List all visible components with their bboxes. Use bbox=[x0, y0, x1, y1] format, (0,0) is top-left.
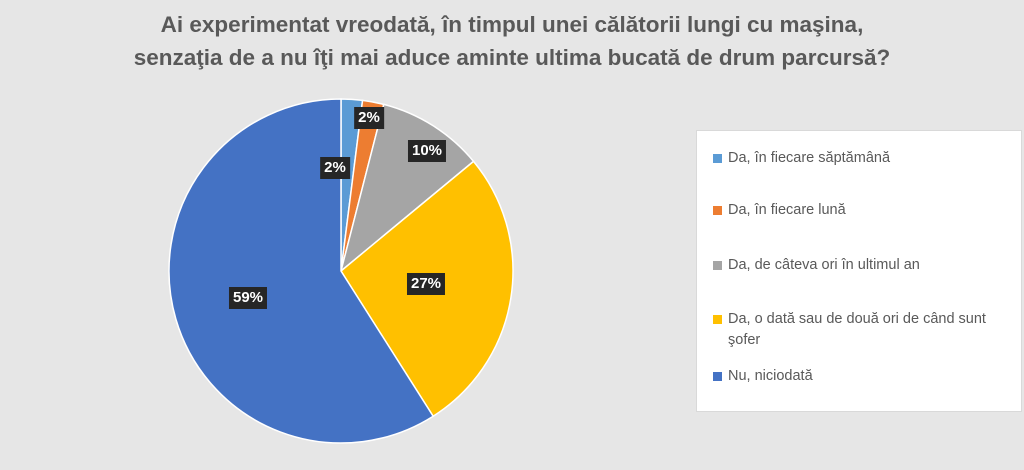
chart-title-line-1: Ai experimentat vreodată, în timpul unei… bbox=[160, 12, 864, 37]
data-label-monthly: 2% bbox=[354, 107, 384, 129]
legend-item-few-times-last-year: Da, de câteva ori în ultimul an bbox=[713, 255, 1013, 276]
legend-label-weekly: Da, în fiecare săptămână bbox=[728, 150, 891, 166]
data-label-never: 59% bbox=[228, 287, 268, 309]
legend: Da, în fiecare săptămână Da, în fiecare … bbox=[696, 130, 1022, 412]
legend-swatch-once-or-twice bbox=[713, 315, 722, 324]
data-label-once-or-twice: 27% bbox=[406, 273, 446, 295]
legend-label-monthly: Da, în fiecare lună bbox=[728, 202, 846, 218]
legend-swatch-never bbox=[713, 372, 722, 381]
legend-label-few-times-last-year: Da, de câteva ori în ultimul an bbox=[728, 257, 920, 273]
legend-swatch-monthly bbox=[713, 206, 722, 215]
chart-title-line-2: senzaţia de a nu îţi mai aduce aminte ul… bbox=[133, 45, 891, 70]
legend-item-once-or-twice: Da, o dată sau de două ori de când sunt … bbox=[713, 309, 1013, 351]
legend-swatch-weekly bbox=[713, 154, 722, 163]
legend-item-weekly: Da, în fiecare săptămână bbox=[713, 148, 1013, 169]
legend-label-once-or-twice: Da, o dată sau de două ori de când sunt … bbox=[728, 311, 986, 348]
chart-title: Ai experimentat vreodată, în timpul unei… bbox=[0, 8, 1024, 74]
legend-item-monthly: Da, în fiecare lună bbox=[713, 200, 1013, 221]
pie-slice-never bbox=[168, 98, 435, 444]
data-label-few-times-last-year: 10% bbox=[407, 140, 447, 162]
legend-label-never: Nu, niciodată bbox=[728, 368, 813, 384]
legend-item-never: Nu, niciodată bbox=[713, 366, 1013, 387]
legend-swatch-few-times-last-year bbox=[713, 261, 722, 270]
data-label-weekly: 2% bbox=[320, 157, 350, 179]
